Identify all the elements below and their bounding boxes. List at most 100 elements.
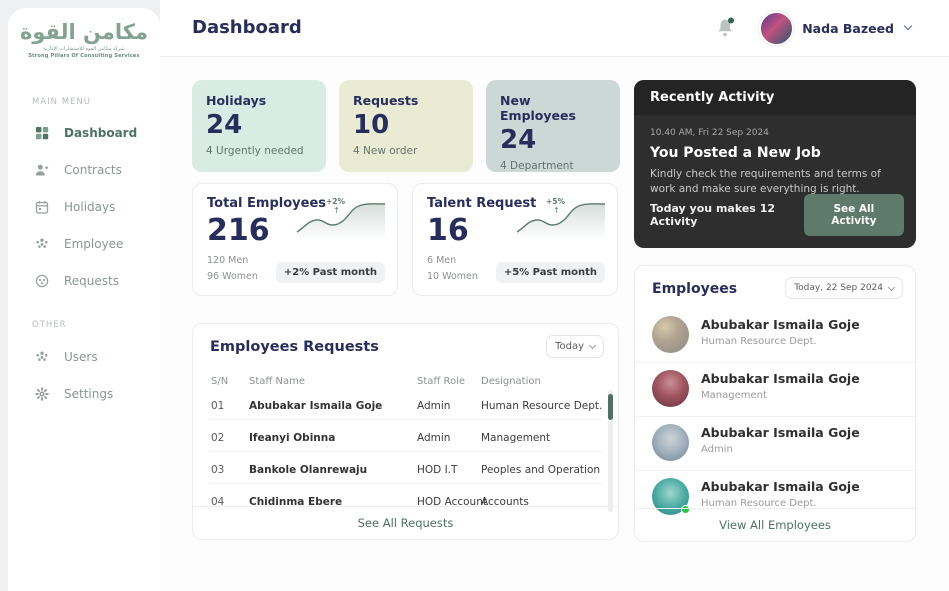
stat-card-holidays: Holidays 24 4 Urgently needed (192, 80, 326, 172)
table-filter-dropdown[interactable]: Today (546, 335, 604, 358)
sidebar-item-contracts[interactable]: Contracts (8, 155, 160, 185)
company-logo: مكامن القوة شركة مكامن القوة للاستشارات … (8, 8, 160, 59)
trend-label: +2% (326, 197, 345, 206)
trend-up-arrow-icon: ↑ (333, 206, 340, 215)
employee-role: Admin (701, 444, 733, 455)
circle-dots-icon (34, 273, 50, 289)
activity-count-text: Today you makes 12 Activity (650, 202, 804, 228)
activity-headline: You Posted a New Job (650, 145, 900, 161)
employees-panel: Employees Today, 22 Sep 2024 Abubakar Is… (634, 265, 916, 542)
user-name[interactable]: Nada Bazeed (802, 21, 894, 36)
employees-panel-title: Employees (652, 281, 737, 297)
employee-name: Abubakar Ismaila Goje (701, 479, 860, 494)
team-dots-icon (34, 349, 50, 365)
employee-name: Abubakar Ismaila Goje (701, 317, 860, 332)
activity-title: Recently Activity (634, 80, 916, 115)
top-bar: Dashboard Nada Bazeed (160, 0, 949, 57)
employees-filter-dropdown[interactable]: Today, 22 Sep 2024 (785, 277, 903, 299)
sidebar-item-label: Users (64, 350, 98, 364)
view-all-employees-link[interactable]: View All Employees (635, 508, 915, 541)
employees-requests-card: Employees Requests Today S/N Staff Name … (192, 323, 619, 540)
employee-avatar (652, 370, 689, 407)
sidebar-item-label: Settings (64, 387, 113, 401)
row-designation: Human Resource Dept. (481, 400, 602, 412)
chevron-down-icon (888, 283, 895, 290)
gear-icon (34, 386, 50, 402)
stat-value: 24 (500, 126, 606, 155)
row-staff-role: HOD I.T (417, 464, 457, 476)
see-all-requests-link[interactable]: See All Requests (193, 506, 618, 539)
stat-subtitle: 4 New order (353, 145, 459, 157)
employee-role: Human Resource Dept. (701, 336, 817, 347)
activity-timestamp: 10.40 AM, Fri 22 Sep 2024 (650, 128, 900, 138)
row-staff-role: Admin (417, 432, 450, 444)
employee-list-item[interactable]: Abubakar Ismaila Goje Human Resource Dep… (635, 308, 915, 362)
activity-description: Kindly check the requirements and terms … (650, 167, 888, 197)
dashboard-grid-icon (34, 125, 50, 141)
notification-bell-icon[interactable] (715, 16, 737, 40)
row-sn: 03 (211, 464, 224, 476)
recently-activity-card: Recently Activity 10.40 AM, Fri 22 Sep 2… (634, 80, 916, 248)
stat-title: Requests (353, 93, 459, 108)
column-header-designation: Designation (481, 376, 541, 387)
main-menu-section-label: MAIN MENU (8, 97, 91, 107)
see-all-activity-button[interactable]: See All Activity (804, 194, 904, 236)
employee-list-item[interactable]: Abubakar Ismaila Goje Admin (635, 416, 915, 470)
gender-breakdown: 120 Men 96 Women (207, 253, 258, 285)
sidebar-item-requests[interactable]: Requests (8, 266, 160, 296)
row-staff-role: Admin (417, 400, 450, 412)
employee-avatar (652, 316, 689, 353)
employees-requests-title: Employees Requests (210, 339, 379, 355)
stat-title: New Employees (500, 93, 606, 123)
row-separator (209, 419, 603, 420)
chevron-down-icon (589, 342, 596, 349)
user-plus-icon (34, 162, 50, 178)
row-separator (209, 483, 603, 484)
row-sn: 02 (211, 432, 224, 444)
sidebar-item-label: Requests (64, 274, 119, 288)
row-designation: Peoples and Operation (481, 464, 600, 476)
men-count: 120 Men (207, 253, 258, 269)
sidebar: مكامن القوة شركة مكامن القوة للاستشارات … (8, 8, 160, 591)
chevron-down-icon[interactable] (904, 22, 912, 30)
past-month-badge: +5% Past month (496, 262, 605, 283)
logo-arabic-text: مكامن القوة (8, 22, 160, 43)
stat-subtitle: 4 Department (500, 160, 606, 172)
women-count: 10 Women (427, 269, 478, 285)
row-staff-name: Bankole Olanrewaju (249, 464, 367, 476)
sidebar-item-users[interactable]: Users (8, 342, 160, 372)
filter-label: Today (555, 341, 584, 352)
row-sn: 01 (211, 400, 224, 412)
employee-list-item[interactable]: Abubakar Ismaila Goje Management (635, 362, 915, 416)
calendar-icon (34, 199, 50, 215)
men-count: 6 Men (427, 253, 478, 269)
metric-card-total-employees: Total Employees 216 +2% ↑ 120 Men 96 Wom… (192, 183, 398, 296)
sidebar-item-label: Employee (64, 237, 123, 251)
column-header-staff-name: Staff Name (249, 376, 305, 387)
sidebar-item-holidays[interactable]: Holidays (8, 192, 160, 222)
logo-tagline: Strong Pillars Of Consulting Services (8, 53, 160, 59)
stat-value: 10 (353, 111, 459, 140)
stat-card-requests: Requests 10 4 New order (339, 80, 473, 172)
stat-subtitle: 4 Urgently needed (206, 145, 312, 157)
page-title: Dashboard (192, 17, 302, 38)
sidebar-item-label: Dashboard (64, 126, 137, 140)
team-dots-icon (34, 236, 50, 252)
employee-avatar (652, 424, 689, 461)
stat-value: 24 (206, 111, 312, 140)
trend-label: +5% (546, 197, 565, 206)
stat-card-new-employees: New Employees 24 4 Department (486, 80, 620, 172)
stat-title: Holidays (206, 93, 312, 108)
user-avatar[interactable] (759, 11, 794, 46)
row-separator (209, 451, 603, 452)
employee-role: Management (701, 390, 767, 401)
sidebar-item-settings[interactable]: Settings (8, 379, 160, 409)
main-content: Dashboard Nada Bazeed Holidays 24 4 Urge… (160, 0, 949, 591)
women-count: 96 Women (207, 269, 258, 285)
column-header-sn: S/N (211, 376, 228, 387)
past-month-badge: +2% Past month (276, 262, 385, 283)
sidebar-item-employee[interactable]: Employee (8, 229, 160, 259)
sidebar-item-dashboard[interactable]: Dashboard (8, 118, 160, 148)
metric-card-talent-request: Talent Request 16 +5% ↑ 6 Men 10 Women +… (412, 183, 618, 296)
table-scrollbar-thumb[interactable] (608, 394, 613, 420)
